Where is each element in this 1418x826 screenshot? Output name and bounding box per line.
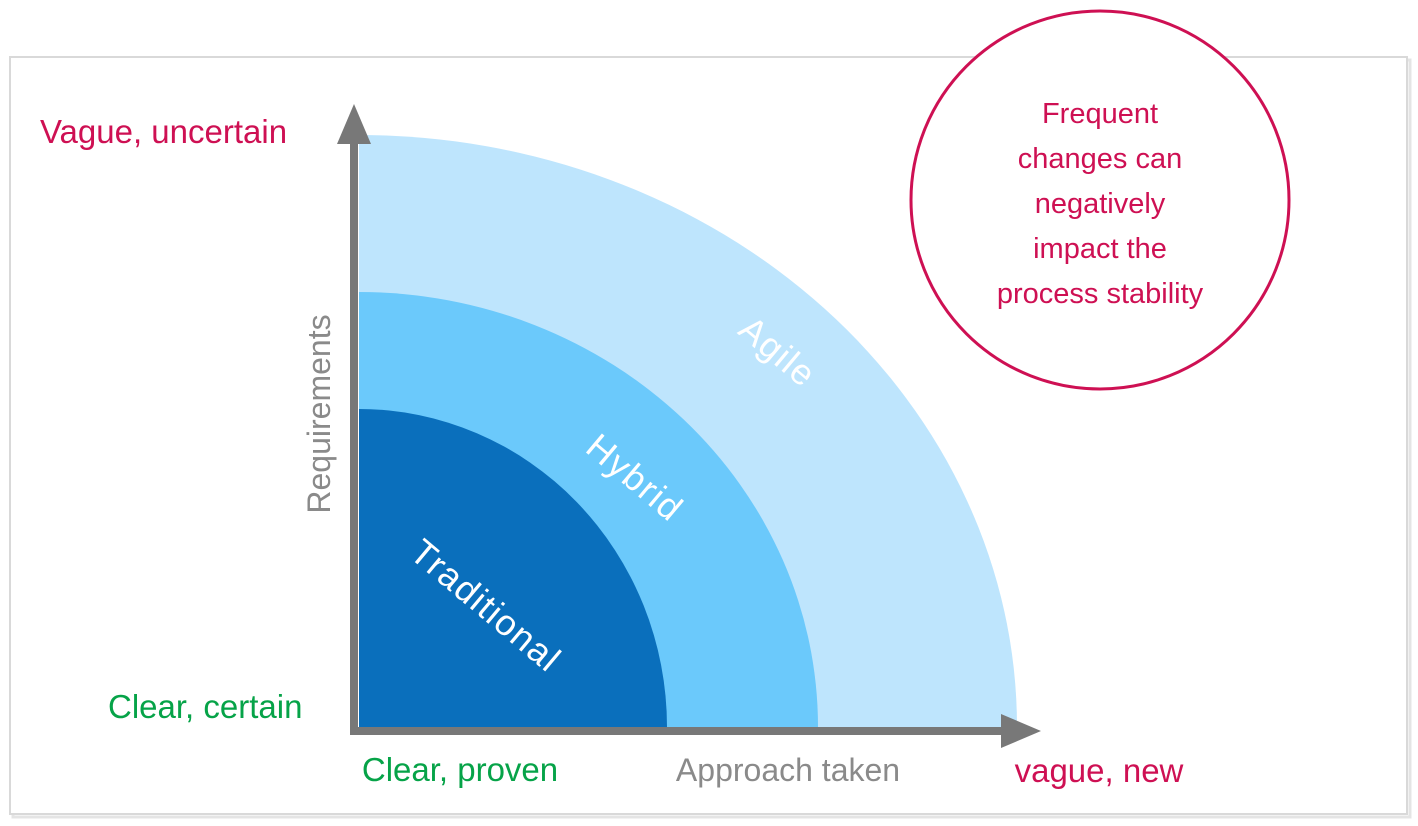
annotation-line-1: Frequent: [1042, 98, 1158, 130]
x-axis-right-label: vague, new: [1015, 752, 1184, 789]
annotation-line-5: process stability: [997, 278, 1204, 310]
x-axis-left-label: Clear, proven: [362, 751, 558, 788]
annotation-line-4: impact the: [1033, 233, 1167, 265]
annotation-text: Frequent changes can negatively impact t…: [997, 98, 1204, 310]
y-axis-line: [350, 140, 358, 735]
y-axis-bottom-label: Clear, certain: [108, 688, 302, 725]
y-axis-title: Requirements: [301, 314, 337, 513]
annotation-circle: [909, 9, 1291, 391]
y-axis-top-label: Vague, uncertain: [40, 113, 287, 150]
x-axis-arrowhead-icon: [1001, 714, 1041, 748]
annotation-line-3: negatively: [1035, 188, 1166, 220]
x-axis-title: Approach taken: [676, 752, 900, 788]
x-axis-line: [350, 727, 1003, 735]
annotation-line-2: changes can: [1018, 143, 1182, 175]
y-axis-arrowhead-icon: [337, 104, 371, 144]
ring-traditional: [359, 409, 667, 727]
